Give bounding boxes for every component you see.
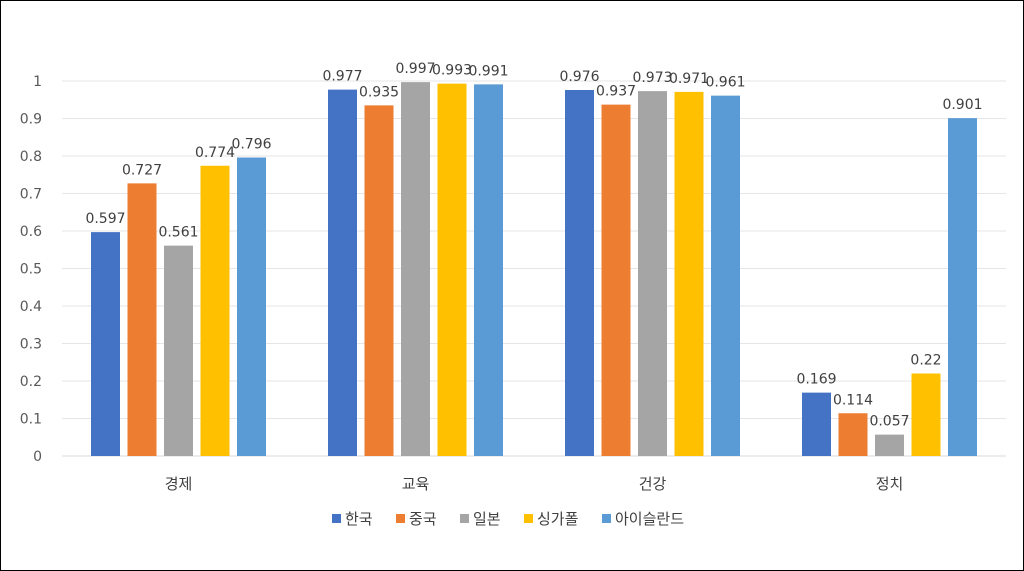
y-tick-label: 0.9 [20, 112, 42, 128]
y-tick-label: 1 [33, 74, 42, 90]
data-label: 0.901 [942, 97, 982, 113]
y-tick-label: 0.2 [20, 374, 42, 390]
bar [437, 83, 467, 456]
legend-label: 중국 [409, 510, 437, 528]
x-axis: 경제 교육 건강 정치 [165, 475, 904, 493]
bar [565, 90, 594, 456]
y-tick-label: 0.8 [20, 149, 42, 165]
bar [601, 104, 631, 456]
y-tick-label: 0.1 [20, 412, 42, 428]
data-label: 0.961 [705, 75, 745, 91]
bar [474, 84, 503, 456]
data-label: 0.727 [122, 162, 162, 178]
legend-swatch [602, 514, 611, 523]
data-label: 0.935 [359, 84, 399, 100]
data-labels: 0.597 0.977 0.976 0.169 0.727 0.935 0.937 0.114… [85, 61, 982, 430]
bar [674, 91, 704, 456]
data-label: 0.991 [468, 63, 508, 79]
data-label: 0.796 [231, 137, 271, 153]
data-label: 0.597 [85, 211, 125, 227]
bar [164, 245, 193, 456]
legend-swatch [332, 514, 341, 523]
data-label: 0.561 [158, 225, 198, 241]
y-tick-label: 0.3 [20, 337, 42, 353]
data-label: 0.169 [796, 372, 836, 388]
data-label: 0.774 [195, 145, 235, 161]
y-tick-label: 0.7 [20, 187, 42, 203]
bar [364, 105, 394, 456]
data-label: 0.973 [632, 70, 672, 86]
data-label: 0.977 [322, 69, 362, 85]
data-label: 0.114 [833, 392, 873, 408]
data-label: 0.937 [596, 84, 636, 100]
legend-label: 싱가폴 [537, 510, 578, 528]
bar [237, 157, 266, 456]
bar [91, 232, 120, 456]
x-tick-label: 교육 [402, 475, 430, 493]
data-label: 0.057 [869, 414, 909, 430]
y-tick-label: 0.5 [20, 262, 42, 278]
bar [711, 95, 740, 456]
bar [127, 183, 157, 456]
bar [838, 413, 868, 456]
bar [911, 373, 941, 456]
data-label: 0.997 [395, 61, 435, 77]
bars [91, 82, 977, 456]
legend-swatch [524, 514, 533, 523]
bar [401, 82, 430, 456]
bar [875, 434, 904, 456]
bar [200, 165, 230, 456]
legend: 한국 중국 일본 싱가폴 아이슬란드 [332, 510, 684, 528]
y-tick-label: 0.4 [20, 299, 42, 315]
x-tick-label: 정치 [876, 475, 904, 493]
data-label: 0.993 [432, 63, 472, 79]
x-tick-label: 경제 [165, 475, 193, 493]
bar [802, 392, 831, 456]
x-tick-label: 건강 [639, 475, 667, 493]
bar [328, 89, 357, 456]
data-label: 0.976 [559, 69, 599, 85]
legend-label: 일본 [473, 510, 501, 528]
bar [638, 91, 667, 456]
y-tick-label: 0.6 [20, 224, 42, 240]
data-label: 0.971 [669, 71, 709, 87]
legend-label: 아이슬란드 [615, 510, 684, 528]
y-tick-label: 0 [33, 449, 42, 465]
y-axis-ticks: 0 0.1 0.2 0.3 0.4 0.5 0.6 0.7 0.8 0.9 1 [20, 74, 42, 465]
bar [948, 118, 977, 456]
legend-label: 한국 [345, 510, 373, 528]
legend-swatch [460, 514, 469, 523]
legend-swatch [396, 514, 405, 523]
data-label: 0.22 [910, 353, 941, 369]
